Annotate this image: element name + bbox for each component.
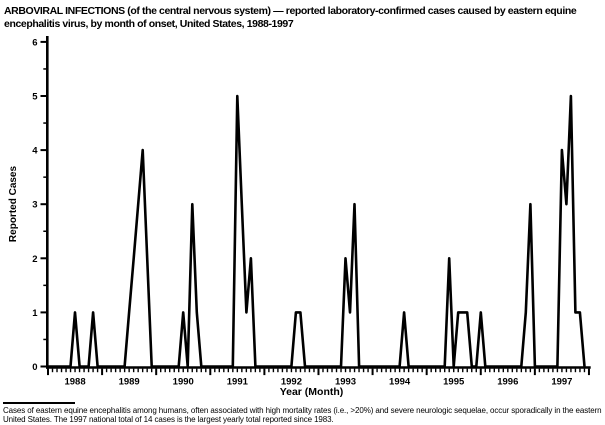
year-label: 1991 [227,377,249,388]
y-tick-label: 4 [32,146,38,157]
y-tick-label: 3 [32,200,37,211]
year-label: 1989 [119,377,140,388]
year-label: 1992 [281,377,302,388]
y-axis-label: Reported Cases [8,165,19,243]
year-label: 1997 [551,377,572,388]
y-tick-label: 5 [32,92,38,103]
year-label: 1990 [173,377,194,388]
year-label: 1994 [389,377,411,388]
year-label: 1993 [335,377,356,388]
footnote-rule [3,402,75,404]
year-labels: 1988 1989 1990 1991 1992 1993 1994 1995 1996 1997 [64,377,572,388]
y-tick-label: 0 [32,362,37,373]
year-label: 1995 [443,377,465,388]
y-tick-label: 1 [32,308,38,319]
y-ticks: 0 1 2 3 4 5 6 [32,37,47,373]
year-label: 1996 [497,377,518,388]
x-ticks [47,368,590,376]
y-tick-label: 6 [32,37,37,48]
footnote: Cases of eastern equine encephalitis amo… [3,406,602,424]
x-axis-label: Year (Month) [279,386,344,398]
y-tick-label: 2 [32,254,37,265]
chart-title: ARBOVIRAL INFECTIONS (of the central ner… [4,5,577,30]
cases-line [48,94,586,368]
year-label: 1988 [64,377,85,388]
